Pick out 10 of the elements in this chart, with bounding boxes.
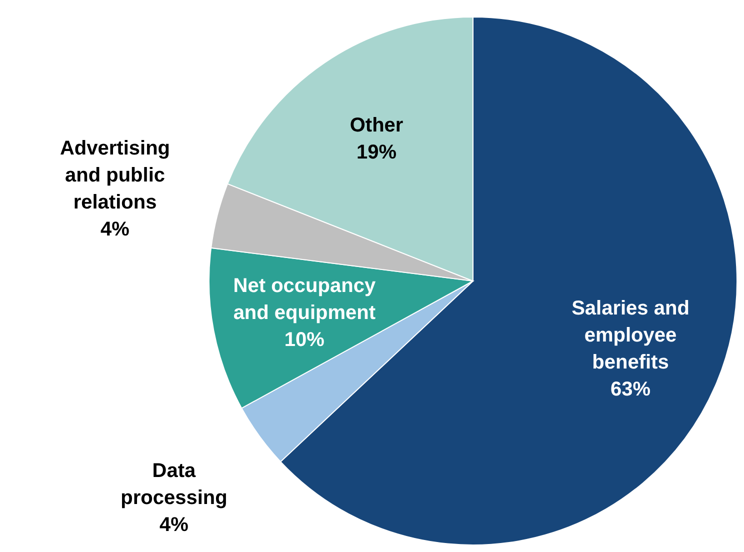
data-label: 4% [160,514,189,536]
data-label: 63% [610,378,651,401]
data-label: 4% [100,218,130,241]
slice-label: Advertising and public relations [60,138,170,214]
slice-label: Net occupancy and equipment [233,275,376,324]
data-label: 19% [356,142,397,164]
data-label: 10% [284,329,325,352]
slice-label: Salaries and employee benefits [572,298,690,374]
slice-label: Other [350,114,404,137]
slice-label: Data processing [120,460,228,510]
